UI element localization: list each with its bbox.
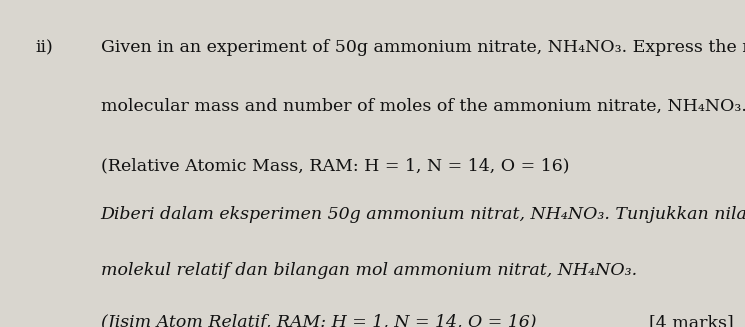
Text: Diberi dalam eksperimen 50g ammonium nitrat, NH₄NO₃. Tunjukkan nilai jisim: Diberi dalam eksperimen 50g ammonium nit… (101, 206, 745, 223)
Text: molecular mass and number of moles of the ammonium nitrate, NH₄NO₃.: molecular mass and number of moles of th… (101, 98, 745, 115)
Text: (Jisim Atom Relatif, RAM: H = 1, N = 14, O = 16): (Jisim Atom Relatif, RAM: H = 1, N = 14,… (101, 314, 536, 327)
Text: Given in an experiment of 50g ammonium nitrate, NH₄NO₃. Express the relative: Given in an experiment of 50g ammonium n… (101, 39, 745, 56)
Text: ii): ii) (36, 39, 54, 56)
Text: (Relative Atomic Mass, RAM: H = 1, N = 14, O = 16): (Relative Atomic Mass, RAM: H = 1, N = 1… (101, 157, 569, 174)
Text: [4 marks]: [4 marks] (649, 314, 734, 327)
Text: molekul relatif dan bilangan mol ammonium nitrat, NH₄NO₃.: molekul relatif dan bilangan mol ammoniu… (101, 262, 637, 279)
